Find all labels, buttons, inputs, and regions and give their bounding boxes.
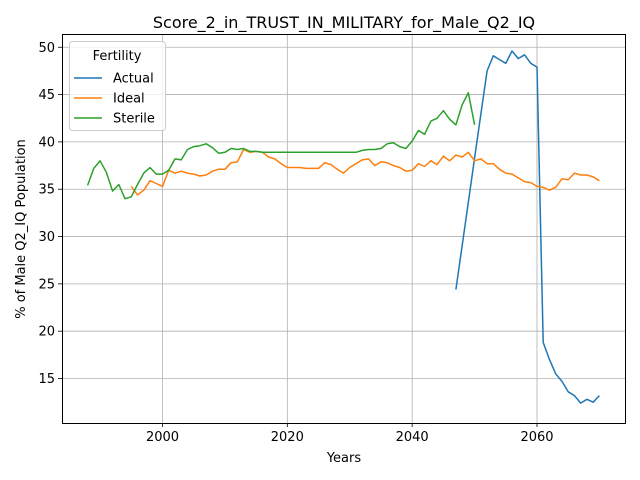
legend-label-ideal: Ideal: [113, 92, 145, 107]
legend: Fertility Actual Ideal Sterile: [69, 41, 166, 131]
series-lines: [86, 50, 600, 404]
series-line-ideal: [130, 148, 600, 196]
legend-label-actual: Actual: [113, 72, 154, 87]
legend-label-sterile: Sterile: [113, 112, 155, 127]
axis-ticks: 2000 2020 2040 2060 15 20 25 30 35 40 45 50: [38, 41, 553, 445]
y-tick-label: 15: [38, 372, 55, 387]
x-tick-label: 2040: [396, 430, 429, 445]
plot-frame: [62, 34, 626, 424]
y-tick-label: 25: [38, 277, 55, 292]
x-tick-label: 2020: [271, 430, 304, 445]
y-tick-label: 20: [38, 325, 55, 340]
legend-entries: Actual Ideal Sterile: [74, 72, 155, 127]
y-tick-label: 30: [38, 230, 55, 245]
x-tick-label: 2060: [520, 430, 553, 445]
series-line-actual: [455, 50, 600, 404]
y-axis-label: % of Male Q2_IQ Population: [14, 139, 29, 319]
grid: [62, 34, 625, 423]
x-tick-label: 2000: [146, 430, 179, 445]
chart-title: Score_2_in_TRUST_IN_MILITARY_for_Male_Q2…: [153, 13, 535, 33]
legend-box: [69, 41, 166, 131]
y-tick-label: 35: [38, 183, 55, 198]
y-tick-label: 45: [38, 88, 55, 103]
y-tick-label: 40: [38, 135, 55, 150]
x-axis-label: Years: [326, 451, 362, 466]
legend-title: Fertility: [93, 49, 142, 64]
y-tick-label: 50: [38, 41, 55, 56]
series-line-sterile: [86, 91, 476, 200]
